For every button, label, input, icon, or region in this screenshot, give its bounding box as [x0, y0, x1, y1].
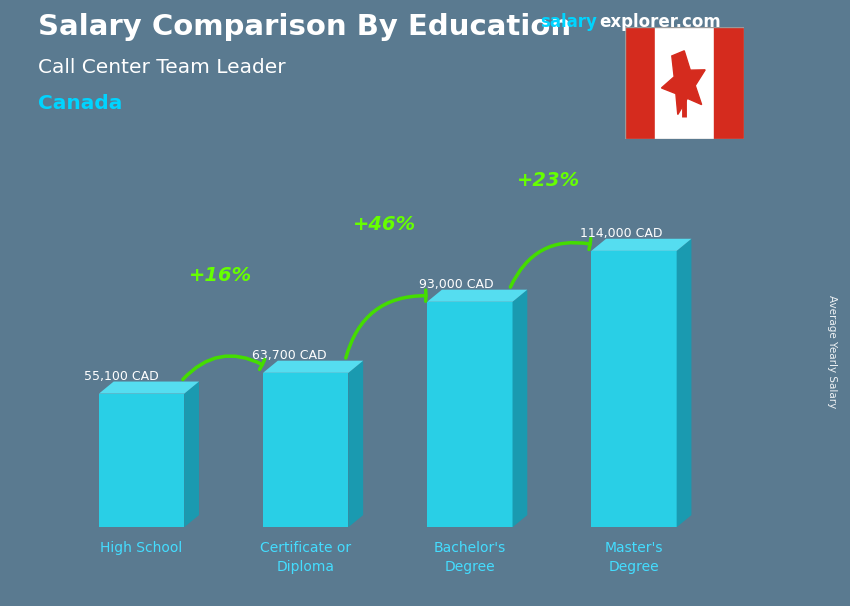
Text: 55,100 CAD: 55,100 CAD: [84, 370, 159, 382]
Text: Canada: Canada: [38, 94, 122, 113]
Text: +46%: +46%: [353, 215, 416, 234]
Bar: [714, 27, 744, 139]
Bar: [428, 302, 513, 527]
Text: Average Yearly Salary: Average Yearly Salary: [827, 295, 837, 408]
Text: +16%: +16%: [189, 265, 252, 285]
Text: Call Center Team Leader: Call Center Team Leader: [38, 58, 286, 76]
Bar: [654, 27, 714, 139]
Text: salary: salary: [540, 13, 597, 32]
Polygon shape: [263, 361, 363, 373]
Bar: [592, 251, 677, 527]
Polygon shape: [661, 51, 706, 115]
Bar: [99, 394, 184, 527]
Text: Salary Comparison By Education: Salary Comparison By Education: [38, 13, 571, 41]
Polygon shape: [592, 239, 691, 251]
Polygon shape: [99, 382, 199, 394]
Text: 93,000 CAD: 93,000 CAD: [419, 278, 494, 291]
Bar: [625, 27, 654, 139]
Polygon shape: [348, 361, 363, 527]
Polygon shape: [677, 239, 691, 527]
Polygon shape: [184, 382, 199, 527]
Polygon shape: [513, 290, 527, 527]
Bar: [263, 373, 348, 527]
Text: explorer.com: explorer.com: [599, 13, 721, 32]
Text: 63,700 CAD: 63,700 CAD: [252, 349, 326, 362]
Text: 114,000 CAD: 114,000 CAD: [580, 227, 662, 240]
Text: +23%: +23%: [517, 171, 581, 190]
Polygon shape: [428, 290, 527, 302]
